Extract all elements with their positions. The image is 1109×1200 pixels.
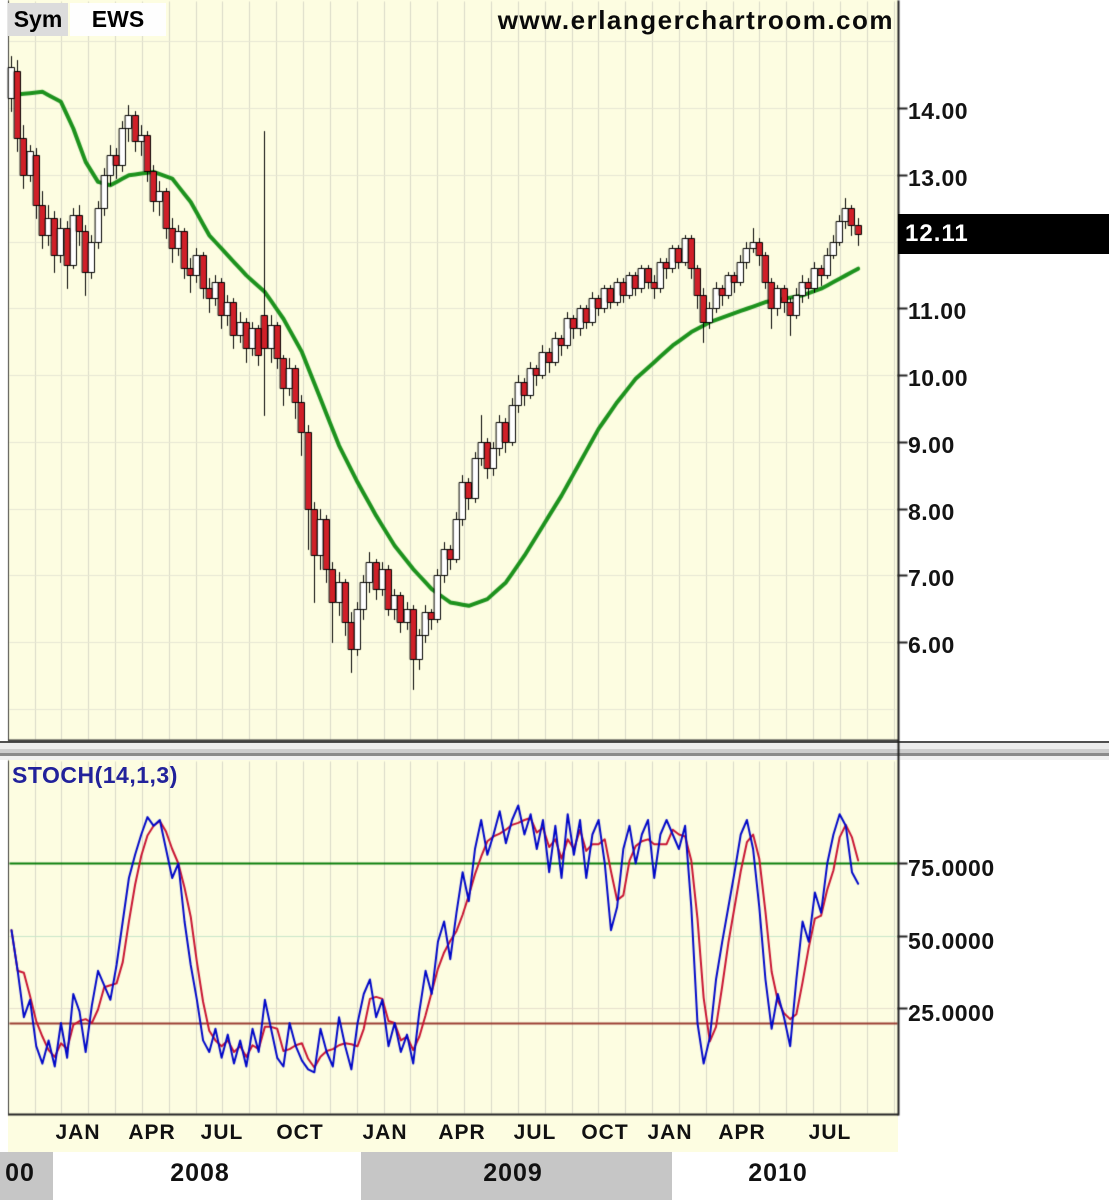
symbol-value-box[interactable]: EWS <box>70 3 166 36</box>
price-tick-label: 13.00 <box>908 164 969 191</box>
price-tick-label: 7.00 <box>908 565 955 592</box>
month-label: APR <box>128 1121 176 1144</box>
stoch-tick-label: 75.0000 <box>908 855 995 881</box>
month-label: JUL <box>200 1121 244 1144</box>
month-label: JAN <box>647 1121 693 1144</box>
month-label: APR <box>718 1121 766 1144</box>
stoch-tick-label: 50.0000 <box>908 927 995 954</box>
price-tick-label: 8.00 <box>908 498 955 525</box>
month-label: JAN <box>55 1121 101 1144</box>
last-price-marker: 12.11 <box>898 214 1109 254</box>
price-tick-label: 11.00 <box>908 298 967 325</box>
month-label: JAN <box>362 1121 408 1144</box>
price-tick-label: 6.00 <box>908 632 955 658</box>
month-label: JUL <box>513 1121 557 1144</box>
month-label: OCT <box>276 1121 324 1144</box>
month-label: OCT <box>581 1121 629 1144</box>
price-tick-label: 9.00 <box>908 431 955 458</box>
price-tick-label: 14.00 <box>908 98 969 124</box>
stoch-indicator-label: STOCH(14,1,3) <box>12 762 178 788</box>
stoch-tick-label: 25.0000 <box>908 1000 995 1026</box>
price-tick-label: 10.00 <box>908 365 969 391</box>
watermark-url: www.erlangerchartroom.com <box>497 5 894 35</box>
month-label: JUL <box>808 1121 852 1144</box>
symbol-field-label: Sym <box>8 3 68 36</box>
month-label: APR <box>438 1121 486 1144</box>
